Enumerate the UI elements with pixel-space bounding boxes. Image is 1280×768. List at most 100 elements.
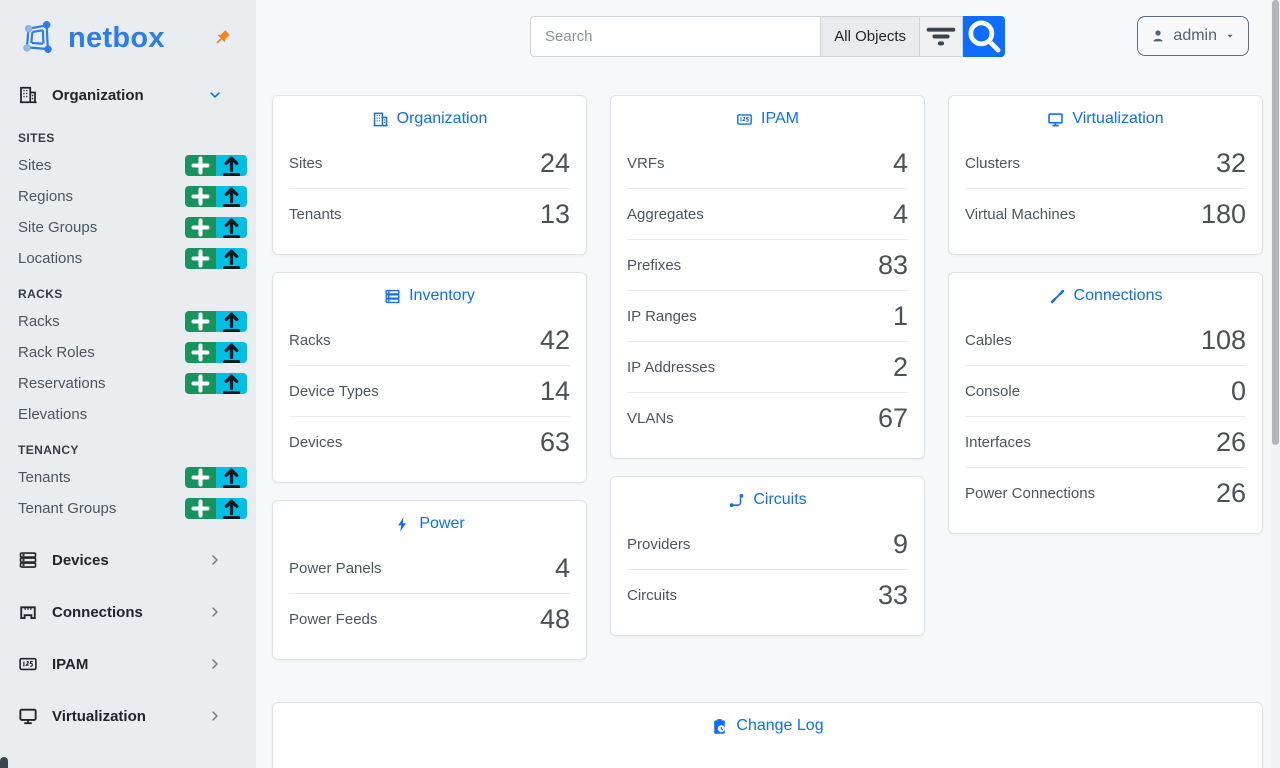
sidebar-item-locations[interactable]: Locations	[0, 243, 256, 274]
import-button[interactable]	[216, 373, 247, 394]
sidebar-item-tenant-groups[interactable]: Tenant Groups	[0, 493, 256, 524]
sidebar-section-connections[interactable]: Connections	[0, 586, 256, 638]
stat-value: 83	[877, 249, 908, 280]
sidebar-scrollbar-thumb[interactable]	[0, 757, 8, 768]
upload-icon	[216, 155, 247, 176]
power-card-title[interactable]: Power	[273, 501, 586, 543]
import-button[interactable]	[216, 467, 247, 488]
add-button[interactable]	[185, 467, 216, 488]
netbox-logo[interactable]: netbox	[16, 16, 165, 60]
vertical-scrollbar-thumb[interactable]	[1271, 0, 1279, 445]
stat-row-virtual-machines[interactable]: Virtual Machines 180	[965, 189, 1246, 240]
stat-row-devices[interactable]: Devices 63	[289, 417, 570, 468]
add-button[interactable]	[185, 217, 216, 238]
import-button[interactable]	[216, 217, 247, 238]
import-button[interactable]	[216, 498, 247, 519]
stat-row-device-types[interactable]: Device Types 14	[289, 366, 570, 417]
stat-row-power-connections[interactable]: Power Connections 26	[965, 468, 1246, 519]
stat-value: 4	[892, 147, 908, 178]
add-button[interactable]	[185, 373, 216, 394]
ipam-card-title[interactable]: IPAM	[611, 96, 924, 138]
add-button[interactable]	[185, 248, 216, 269]
plus-icon	[185, 217, 216, 238]
sidebar-section-label: Virtualization	[52, 707, 146, 725]
stat-row-providers[interactable]: Providers 9	[627, 519, 908, 570]
sidebar-item-regions[interactable]: Regions	[0, 181, 256, 212]
stat-row-power-panels[interactable]: Power Panels 4	[289, 543, 570, 594]
sidebar-item-tenants[interactable]: Tenants	[0, 462, 256, 493]
search-filter-button[interactable]	[920, 15, 963, 57]
sidebar-item-rack-roles[interactable]: Rack Roles	[0, 337, 256, 368]
sidebar-nav: Organization SITES Sites Regions Site Groups…	[0, 72, 256, 742]
add-button[interactable]	[185, 498, 216, 519]
stat-row-power-feeds[interactable]: Power Feeds 48	[289, 594, 570, 645]
stat-row-sites[interactable]: Sites 24	[289, 138, 570, 189]
sidebar-item-label: Sites	[18, 157, 52, 174]
stat-value: 13	[539, 199, 570, 229]
upload-icon	[216, 373, 247, 394]
card-title-label: IPAM	[761, 110, 799, 127]
stat-row-interfaces[interactable]: Interfaces 26	[965, 417, 1246, 468]
sidebar-item-label: Tenants	[18, 469, 71, 486]
upload-icon	[216, 217, 247, 238]
add-button[interactable]	[185, 155, 216, 176]
card-title-label: Power	[419, 515, 465, 532]
stat-row-clusters[interactable]: Clusters 32	[965, 138, 1246, 189]
search-submit-button[interactable]	[963, 15, 1005, 57]
sidebar-section-virtualization[interactable]: Virtualization	[0, 690, 256, 742]
sidebar-item-elevations[interactable]: Elevations	[0, 399, 256, 430]
changelog-card-title[interactable]: Change Log	[273, 703, 1262, 745]
server-icon	[384, 288, 401, 305]
stat-row-tenants[interactable]: Tenants 13	[289, 189, 570, 240]
filter-icon	[920, 15, 962, 57]
sidebar-section-devices[interactable]: Devices	[0, 534, 256, 586]
person-icon	[1150, 28, 1166, 44]
import-button[interactable]	[216, 342, 247, 363]
import-button[interactable]	[216, 311, 247, 332]
stat-row-vlans[interactable]: VLANs 67	[627, 393, 908, 444]
search-icon	[963, 15, 1005, 57]
inventory-card: Inventory Racks 42 Device Types 14 Devices 63	[272, 272, 587, 483]
card-body: Providers 9 Circuits 33	[611, 519, 924, 635]
add-button[interactable]	[185, 186, 216, 207]
stat-row-console[interactable]: Console 0	[965, 366, 1246, 417]
item-action-buttons	[185, 498, 247, 519]
sidebar-item-label: Rack Roles	[18, 344, 95, 361]
stat-row-ip-addresses[interactable]: IP Addresses 2	[627, 342, 908, 393]
pin-icon[interactable]	[212, 28, 232, 48]
stat-row-aggregates[interactable]: Aggregates 4	[627, 189, 908, 240]
sidebar-item-reservations[interactable]: Reservations	[0, 368, 256, 399]
sidebar-group-label-tenancy: TENANCY	[18, 443, 79, 457]
stat-row-prefixes[interactable]: Prefixes 83	[627, 240, 908, 291]
sidebar-item-label: Tenant Groups	[18, 500, 117, 517]
stat-label: Racks	[289, 331, 331, 349]
add-button[interactable]	[185, 311, 216, 332]
stat-row-circuits[interactable]: Circuits 33	[627, 570, 908, 621]
sidebar-item-sites[interactable]: Sites	[0, 150, 256, 181]
import-button[interactable]	[216, 248, 247, 269]
sidebar-item-site-groups[interactable]: Site Groups	[0, 212, 256, 243]
search-scope-button[interactable]: All Objects	[820, 15, 920, 57]
add-button[interactable]	[185, 342, 216, 363]
stat-row-vrfs[interactable]: VRFs 4	[627, 138, 908, 189]
cards-column-2: IPAM VRFs 4 Aggregates 4 Prefixes 83 IP Ranges 1…	[610, 95, 925, 660]
building-icon	[18, 85, 38, 105]
sidebar-section-organization[interactable]: Organization	[0, 72, 256, 118]
connections-card-title[interactable]: Connections	[949, 273, 1262, 315]
import-button[interactable]	[216, 155, 247, 176]
virtualization-card-title[interactable]: Virtualization	[949, 96, 1262, 138]
inventory-card-title[interactable]: Inventory	[273, 273, 586, 315]
circuits-card-title[interactable]: Circuits	[611, 477, 924, 519]
search-input[interactable]	[530, 15, 821, 57]
card-body: Cables 108 Console 0 Interfaces 26 Power Conne…	[949, 315, 1262, 533]
stat-row-cables[interactable]: Cables 108	[965, 315, 1246, 366]
organization-card-title[interactable]: Organization	[273, 96, 586, 138]
sidebar-item-racks[interactable]: Racks	[0, 306, 256, 337]
import-button[interactable]	[216, 186, 247, 207]
stat-row-ip-ranges[interactable]: IP Ranges 1	[627, 291, 908, 342]
user-menu-dropdown[interactable]: admin	[1137, 16, 1249, 56]
stat-value: 1	[892, 300, 908, 331]
sidebar-section-ipam[interactable]: IPAM	[0, 638, 256, 690]
counter-icon	[18, 654, 38, 674]
stat-row-racks[interactable]: Racks 42	[289, 315, 570, 366]
